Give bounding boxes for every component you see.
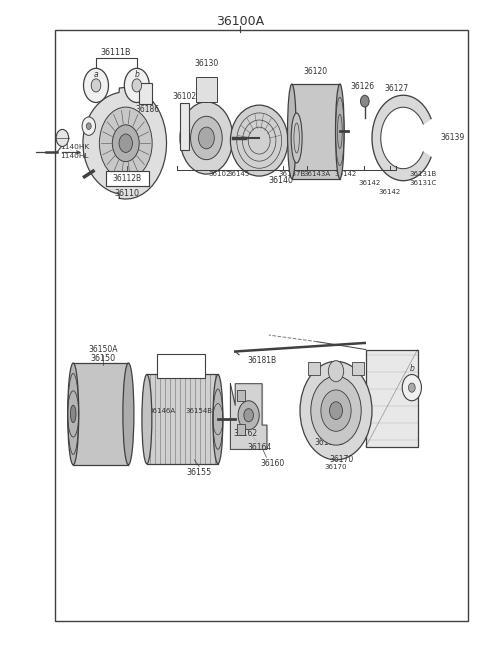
Text: 36146A: 36146A [167, 356, 196, 365]
Ellipse shape [123, 363, 134, 464]
Bar [237, 390, 245, 401]
Circle shape [56, 129, 69, 147]
Text: 36186: 36186 [136, 105, 160, 114]
Circle shape [300, 361, 372, 460]
Text: 36112B: 36112B [113, 174, 142, 183]
Text: 36150: 36150 [91, 354, 116, 363]
Text: 36142: 36142 [379, 189, 401, 195]
Polygon shape [230, 384, 267, 449]
Text: 36130: 36130 [194, 58, 218, 68]
Bar [196, 77, 217, 102]
Bar [308, 362, 320, 375]
Text: 36162: 36162 [234, 429, 258, 438]
Ellipse shape [142, 374, 152, 464]
Text: 36154B: 36154B [186, 408, 213, 415]
Text: 1140HK: 1140HK [60, 143, 89, 150]
Ellipse shape [213, 374, 223, 464]
Circle shape [112, 125, 139, 162]
Polygon shape [83, 87, 167, 199]
Text: 36142: 36142 [335, 171, 357, 177]
Ellipse shape [288, 84, 296, 179]
Ellipse shape [291, 113, 302, 163]
Text: 36110: 36110 [115, 189, 140, 198]
Text: 36137B: 36137B [278, 171, 305, 177]
Text: 36126: 36126 [350, 81, 374, 91]
Circle shape [329, 402, 343, 420]
Text: 36127: 36127 [384, 84, 408, 93]
Ellipse shape [71, 405, 76, 422]
Bar [237, 424, 245, 435]
Circle shape [360, 95, 369, 107]
Bar [55, 30, 468, 621]
Text: 36111B: 36111B [101, 47, 132, 57]
Text: 36140: 36140 [268, 176, 293, 185]
Text: 36150A: 36150A [88, 345, 118, 354]
Bar [352, 362, 364, 375]
Circle shape [84, 68, 108, 102]
Circle shape [99, 107, 152, 179]
Text: b: b [134, 70, 139, 79]
Text: 36102: 36102 [172, 91, 196, 101]
Bar [73, 363, 129, 464]
Ellipse shape [336, 84, 344, 179]
Text: 36120: 36120 [304, 66, 328, 76]
Circle shape [321, 390, 351, 432]
Circle shape [402, 374, 421, 401]
Text: 36181B: 36181B [247, 356, 276, 365]
Circle shape [408, 383, 415, 392]
Bar [157, 354, 205, 378]
Text: 36160: 36160 [260, 459, 284, 468]
Circle shape [244, 409, 253, 422]
Circle shape [91, 79, 101, 92]
Circle shape [82, 117, 96, 135]
Circle shape [132, 79, 142, 92]
Circle shape [191, 116, 222, 160]
Polygon shape [372, 95, 431, 181]
Bar [366, 350, 418, 447]
Circle shape [311, 376, 361, 445]
Text: 36143A: 36143A [303, 171, 330, 177]
Text: 36146A: 36146A [149, 408, 176, 415]
Text: 36142: 36142 [359, 180, 381, 186]
Text: a: a [94, 70, 98, 79]
Circle shape [199, 127, 214, 149]
Circle shape [86, 123, 91, 129]
Text: b: b [409, 364, 414, 373]
Text: 36100A: 36100A [216, 14, 264, 28]
Text: 36170: 36170 [325, 464, 347, 470]
Bar [147, 374, 218, 464]
Circle shape [180, 102, 233, 174]
Text: 36139: 36139 [440, 133, 465, 143]
Text: 36170: 36170 [330, 455, 354, 464]
Ellipse shape [230, 105, 288, 176]
Bar [292, 84, 340, 179]
Circle shape [124, 68, 149, 102]
Ellipse shape [68, 363, 79, 464]
Text: 36164: 36164 [247, 443, 271, 452]
Text: 36154B: 36154B [314, 438, 344, 447]
Circle shape [119, 134, 132, 152]
Text: 36102: 36102 [209, 171, 231, 177]
Circle shape [238, 401, 259, 430]
Text: 36155: 36155 [187, 468, 212, 478]
Bar [180, 103, 189, 150]
Bar [106, 171, 149, 186]
Text: 36131C: 36131C [409, 180, 436, 186]
Text: 36145: 36145 [227, 171, 249, 177]
Bar [139, 83, 152, 104]
Text: 36131B: 36131B [409, 171, 436, 177]
Text: 1140HL: 1140HL [60, 153, 88, 160]
Circle shape [328, 361, 344, 382]
